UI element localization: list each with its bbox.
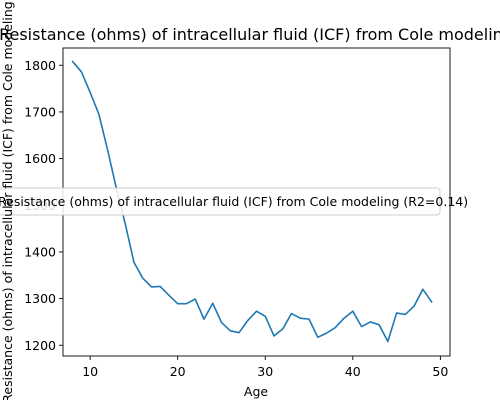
y-tick-label: 1800 xyxy=(24,58,56,73)
chart-title: Resistance (ohms) of intracellular fluid… xyxy=(0,25,500,44)
x-tick-label: 50 xyxy=(432,364,448,379)
y-tick-label: 1200 xyxy=(24,338,56,353)
x-tick-label: 20 xyxy=(170,364,186,379)
legend-entry-label: Resistance (ohms) of intracellular fluid… xyxy=(0,194,468,209)
x-tick-label: 40 xyxy=(345,364,361,379)
x-axis-label: Age xyxy=(244,384,268,399)
y-tick-label: 1300 xyxy=(24,291,56,306)
series-line xyxy=(71,60,433,343)
legend: Resistance (ohms) of intracellular fluid… xyxy=(0,187,468,216)
x-tick-label: 10 xyxy=(82,364,98,379)
y-tick-label: 1400 xyxy=(24,244,56,259)
x-tick-label: 30 xyxy=(257,364,273,379)
y-axis-label: Resistance (ohms) of intracellular fluid… xyxy=(0,1,15,400)
y-tick-label: 1700 xyxy=(24,104,56,119)
legend-box xyxy=(0,187,441,216)
series-layer xyxy=(71,60,433,343)
y-tick-label: 1600 xyxy=(24,151,56,166)
